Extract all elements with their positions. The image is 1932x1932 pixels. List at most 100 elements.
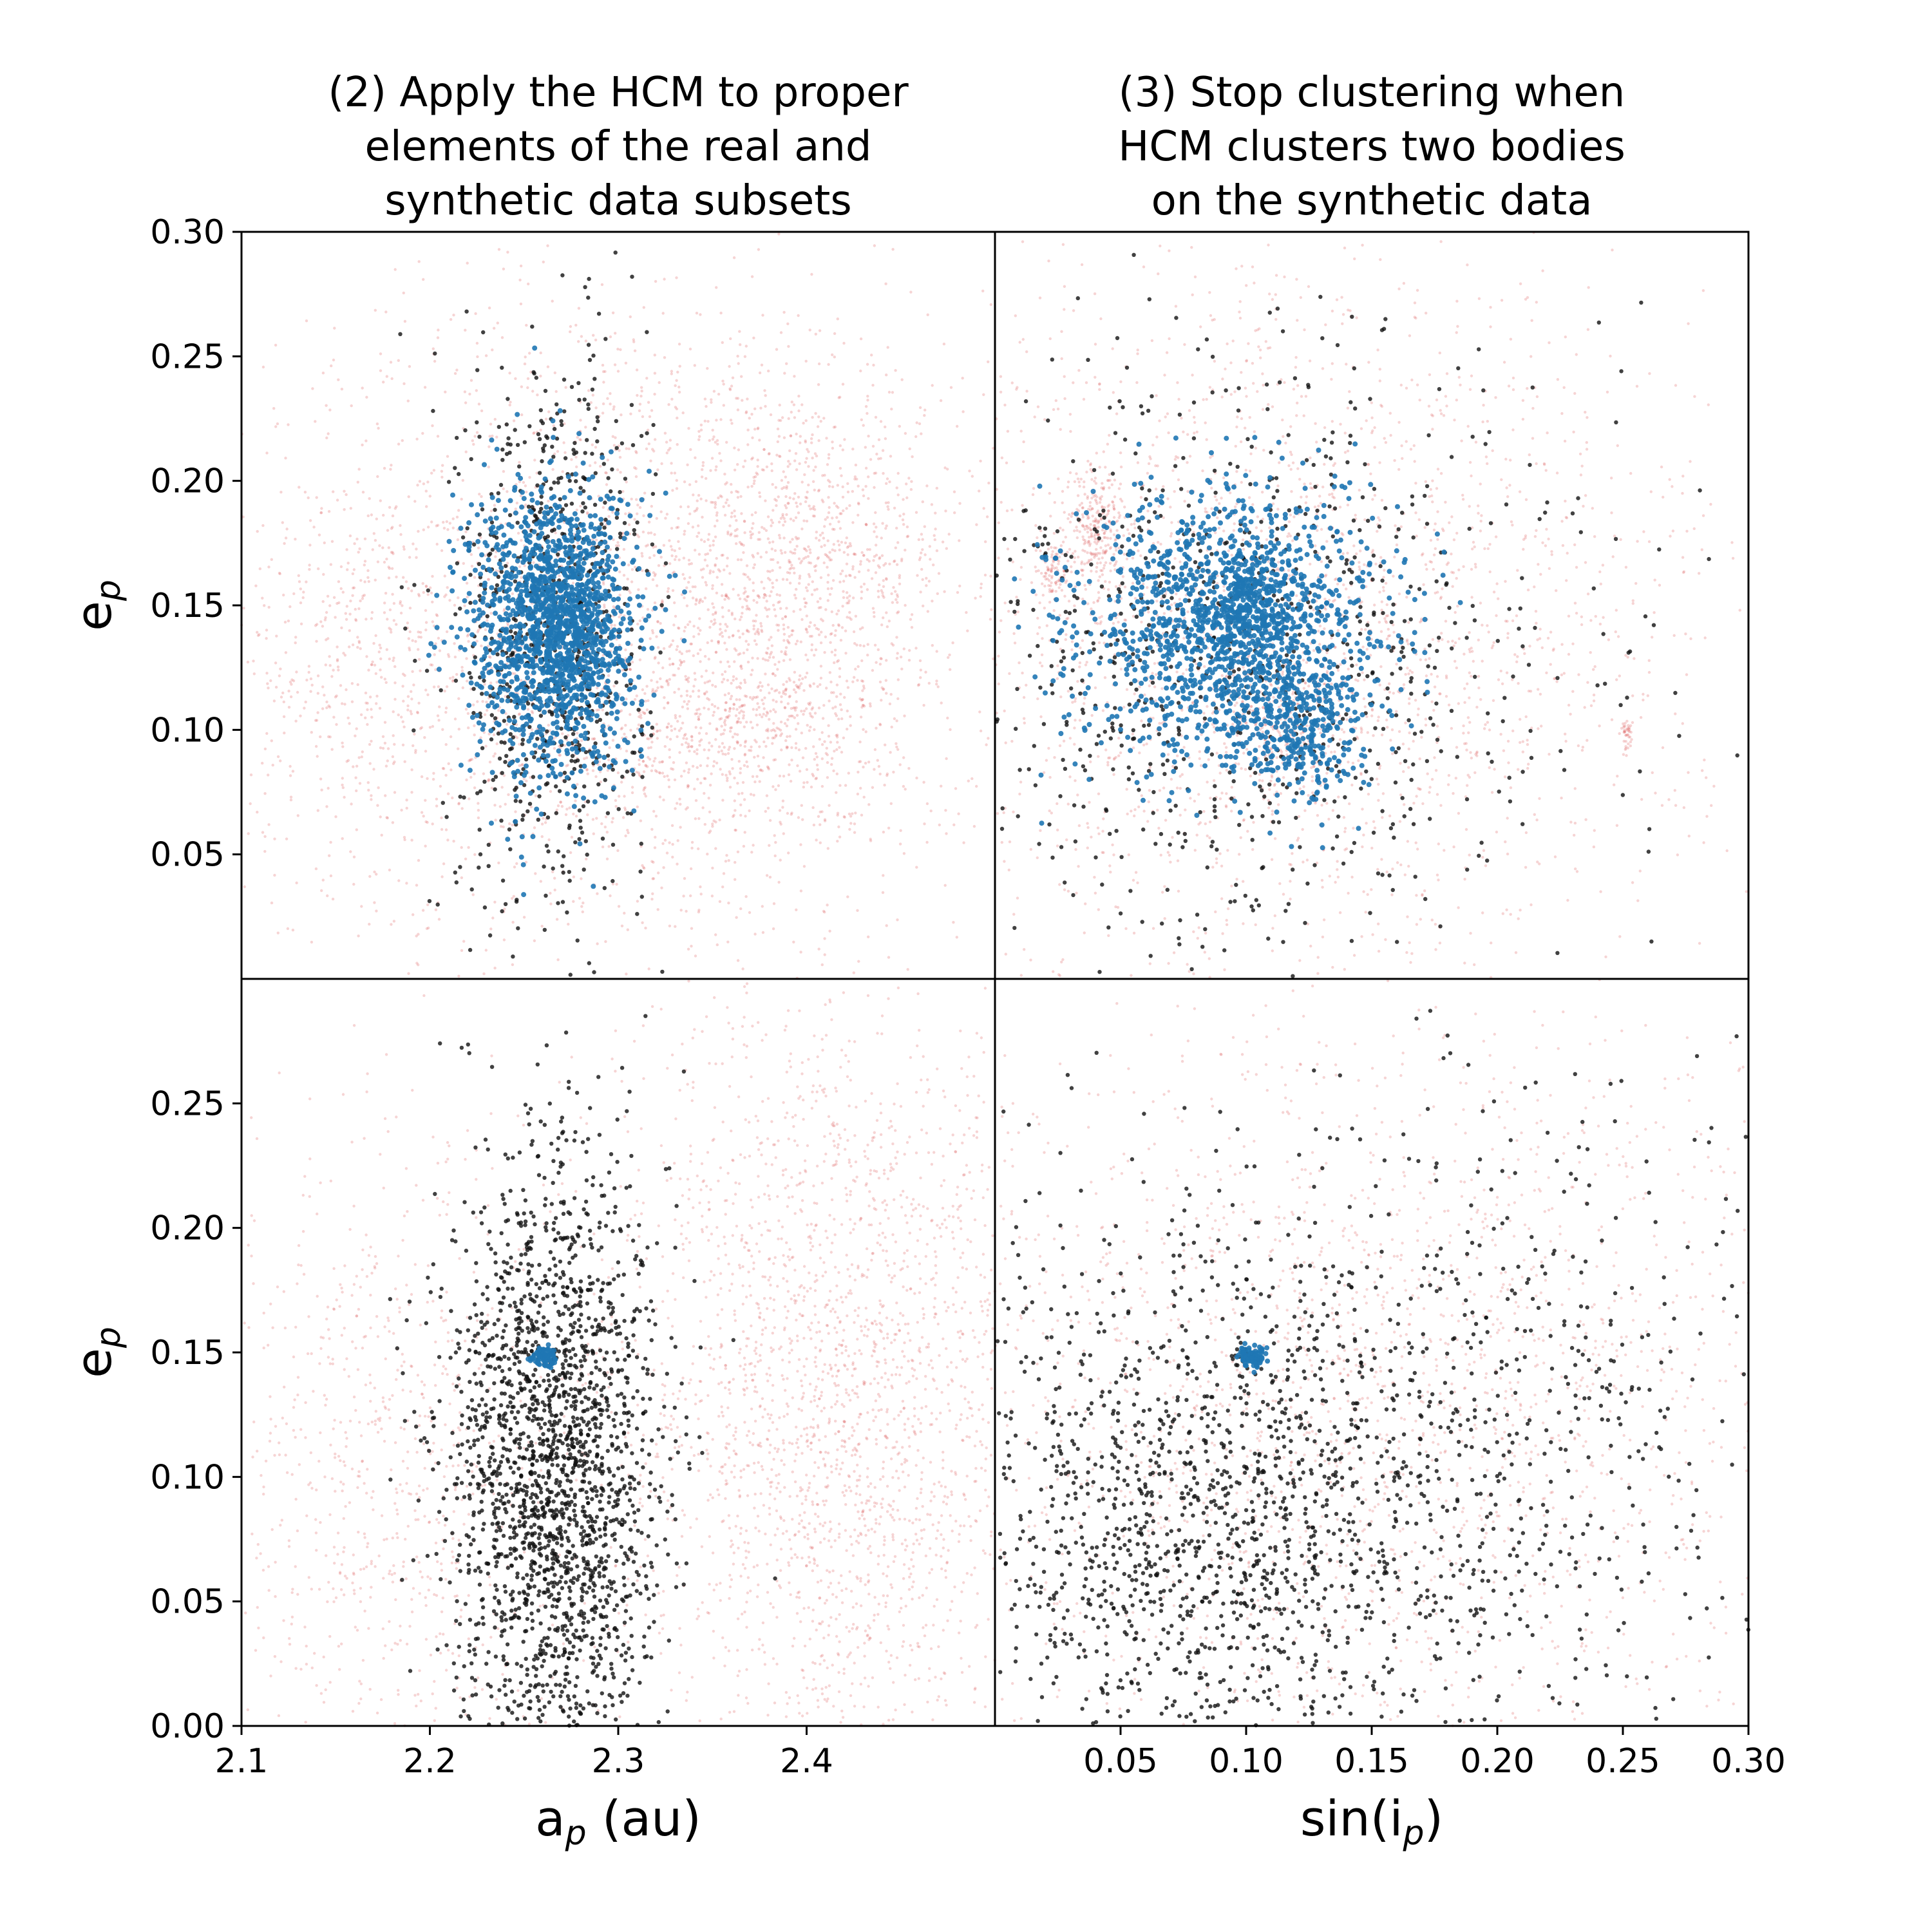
background-point	[859, 560, 862, 563]
background-point	[866, 412, 869, 415]
background-point	[685, 694, 689, 697]
background-point	[558, 753, 562, 757]
background-point	[838, 784, 842, 787]
background-point	[662, 866, 665, 869]
background-point	[699, 568, 703, 572]
background-point	[319, 511, 323, 515]
background-point	[765, 874, 769, 877]
background-point	[355, 727, 358, 730]
background-point	[711, 866, 714, 870]
background-point	[923, 413, 926, 417]
background-point	[802, 519, 806, 522]
background-point	[882, 616, 885, 620]
background-point	[815, 531, 819, 534]
background-point	[924, 670, 927, 674]
cluster-point	[622, 737, 627, 743]
background-point	[792, 519, 795, 522]
background-point	[757, 630, 760, 634]
background-point	[742, 651, 746, 655]
background-point	[359, 647, 362, 650]
background-point	[475, 389, 478, 392]
background-point	[624, 724, 627, 727]
background-point	[540, 835, 544, 838]
real-point	[496, 491, 500, 495]
background-point	[761, 468, 764, 471]
background-point	[668, 539, 671, 542]
background-point	[308, 544, 312, 547]
background-point	[737, 594, 740, 597]
background-point	[745, 607, 748, 611]
background-point	[361, 386, 364, 390]
background-point	[489, 509, 493, 513]
real-point	[493, 507, 497, 512]
background-point	[686, 703, 689, 706]
background-point	[835, 504, 838, 507]
background-point	[925, 584, 928, 587]
background-point	[649, 637, 652, 640]
background-point	[570, 835, 574, 839]
cluster-point	[607, 764, 612, 770]
background-point	[676, 416, 679, 420]
background-point	[751, 775, 755, 779]
background-point	[522, 777, 526, 781]
background-point	[730, 532, 733, 536]
background-point	[881, 449, 885, 452]
background-point	[772, 785, 775, 788]
background-point	[875, 726, 878, 730]
background-point	[899, 656, 903, 659]
background-point	[370, 798, 373, 801]
background-point	[329, 563, 332, 566]
background-point	[822, 417, 826, 420]
background-point	[645, 708, 649, 712]
background-point	[792, 706, 795, 710]
background-point	[508, 822, 511, 826]
background-point	[325, 436, 328, 440]
background-point	[388, 627, 391, 630]
background-point	[410, 768, 413, 772]
background-point	[437, 918, 441, 921]
background-point	[388, 608, 392, 612]
background-point	[453, 372, 457, 375]
background-point	[291, 929, 295, 932]
real-point	[638, 869, 643, 874]
background-point	[800, 804, 804, 807]
background-point	[805, 520, 809, 523]
background-point	[738, 698, 741, 701]
background-point	[774, 710, 777, 714]
background-point	[677, 558, 681, 562]
background-point	[445, 630, 449, 634]
background-point	[440, 816, 443, 820]
cluster-point	[448, 565, 453, 570]
background-point	[866, 395, 869, 398]
background-point	[770, 687, 773, 690]
background-point	[786, 322, 790, 325]
background-point	[675, 478, 679, 482]
background-point	[310, 731, 313, 734]
background-point	[646, 608, 650, 611]
background-point	[289, 680, 292, 684]
background-point	[800, 710, 803, 713]
background-point	[301, 596, 305, 600]
background-point	[780, 732, 784, 735]
real-point	[625, 811, 630, 816]
background-point	[592, 334, 595, 337]
background-point	[743, 764, 746, 767]
background-point	[817, 362, 821, 366]
background-point	[727, 692, 730, 696]
real-point	[569, 384, 574, 390]
background-point	[674, 925, 677, 928]
background-point	[722, 872, 726, 875]
background-point	[780, 478, 784, 482]
background-point	[668, 841, 671, 844]
background-point	[847, 772, 851, 775]
background-point	[752, 708, 755, 711]
background-point	[284, 536, 288, 540]
background-point	[406, 708, 410, 712]
background-point	[810, 785, 813, 789]
background-point	[777, 534, 781, 537]
background-point	[836, 840, 839, 843]
background-point	[786, 571, 790, 574]
background-point	[368, 875, 372, 878]
background-point	[687, 947, 690, 951]
background-point	[638, 402, 642, 406]
